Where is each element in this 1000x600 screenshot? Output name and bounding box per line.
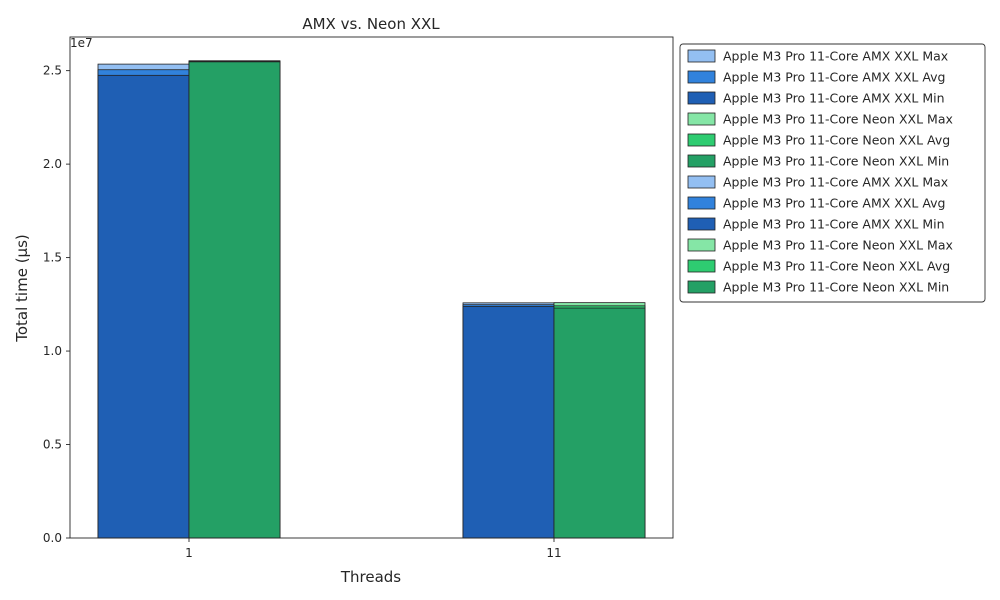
- legend-swatch: [687, 259, 716, 273]
- y-tick-label: 2.0: [43, 157, 62, 171]
- legend: Apple M3 Pro 11-Core AMX XXL Max Apple M3…: [679, 43, 986, 303]
- y-scale-label: 1e7: [70, 36, 93, 50]
- y-tick-label: 1.0: [43, 344, 62, 358]
- y-axis-label: Total time (µs): [13, 234, 31, 343]
- legend-swatch: [687, 133, 716, 147]
- chart-title: AMX vs. Neon XXL: [302, 15, 440, 33]
- legend-label: Apple M3 Pro 11-Core Neon XXL Min: [723, 280, 949, 295]
- legend-label: Apple M3 Pro 11-Core AMX XXL Min: [723, 91, 945, 106]
- legend-swatch: [687, 196, 716, 210]
- legend-label: Apple M3 Pro 11-Core Neon XXL Min: [723, 154, 949, 169]
- legend-swatch: [687, 49, 716, 63]
- y-tick-label: 1.5: [43, 251, 62, 265]
- bar-neon-min-1: [188, 61, 281, 539]
- legend-label: Apple M3 Pro 11-Core AMX XXL Max: [723, 49, 948, 64]
- legend-label: Apple M3 Pro 11-Core AMX XXL Avg: [723, 70, 945, 85]
- x-tick-label: 1: [185, 546, 193, 560]
- legend-swatch: [687, 70, 716, 84]
- legend-label: Apple M3 Pro 11-Core Neon XXL Avg: [723, 133, 950, 148]
- legend-label: Apple M3 Pro 11-Core Neon XXL Max: [723, 238, 953, 253]
- legend-label: Apple M3 Pro 11-Core Neon XXL Max: [723, 112, 953, 127]
- legend-swatch: [687, 112, 716, 126]
- legend-swatch: [687, 175, 716, 189]
- x-tick-label: 11: [546, 546, 561, 560]
- legend-swatch: [687, 238, 716, 252]
- legend-swatch: [687, 280, 716, 294]
- legend-box: [679, 43, 986, 303]
- legend-label: Apple M3 Pro 11-Core AMX XXL Min: [723, 217, 945, 232]
- bar-amx-min-1: [97, 74, 190, 539]
- legend-swatch: [687, 154, 716, 168]
- plot-frame: [69, 36, 674, 539]
- axes: 0.00.51.01.52.02.51 11: [43, 36, 674, 560]
- legend-swatch: [687, 91, 716, 105]
- bar-amx-min-11: [462, 306, 555, 539]
- legend-label: Apple M3 Pro 11-Core Neon XXL Avg: [723, 259, 950, 274]
- y-tick-label: 2.5: [43, 64, 62, 78]
- y-tick-label: 0.0: [43, 531, 62, 545]
- bar-neon-min-11: [553, 307, 646, 539]
- y-tick-label: 0.5: [43, 438, 62, 452]
- legend-label: Apple M3 Pro 11-Core AMX XXL Max: [723, 175, 948, 190]
- plot-area: [97, 60, 646, 539]
- legend-label: Apple M3 Pro 11-Core AMX XXL Avg: [723, 196, 945, 211]
- x-axis-label: Threads: [340, 568, 401, 586]
- legend-swatch: [687, 217, 716, 231]
